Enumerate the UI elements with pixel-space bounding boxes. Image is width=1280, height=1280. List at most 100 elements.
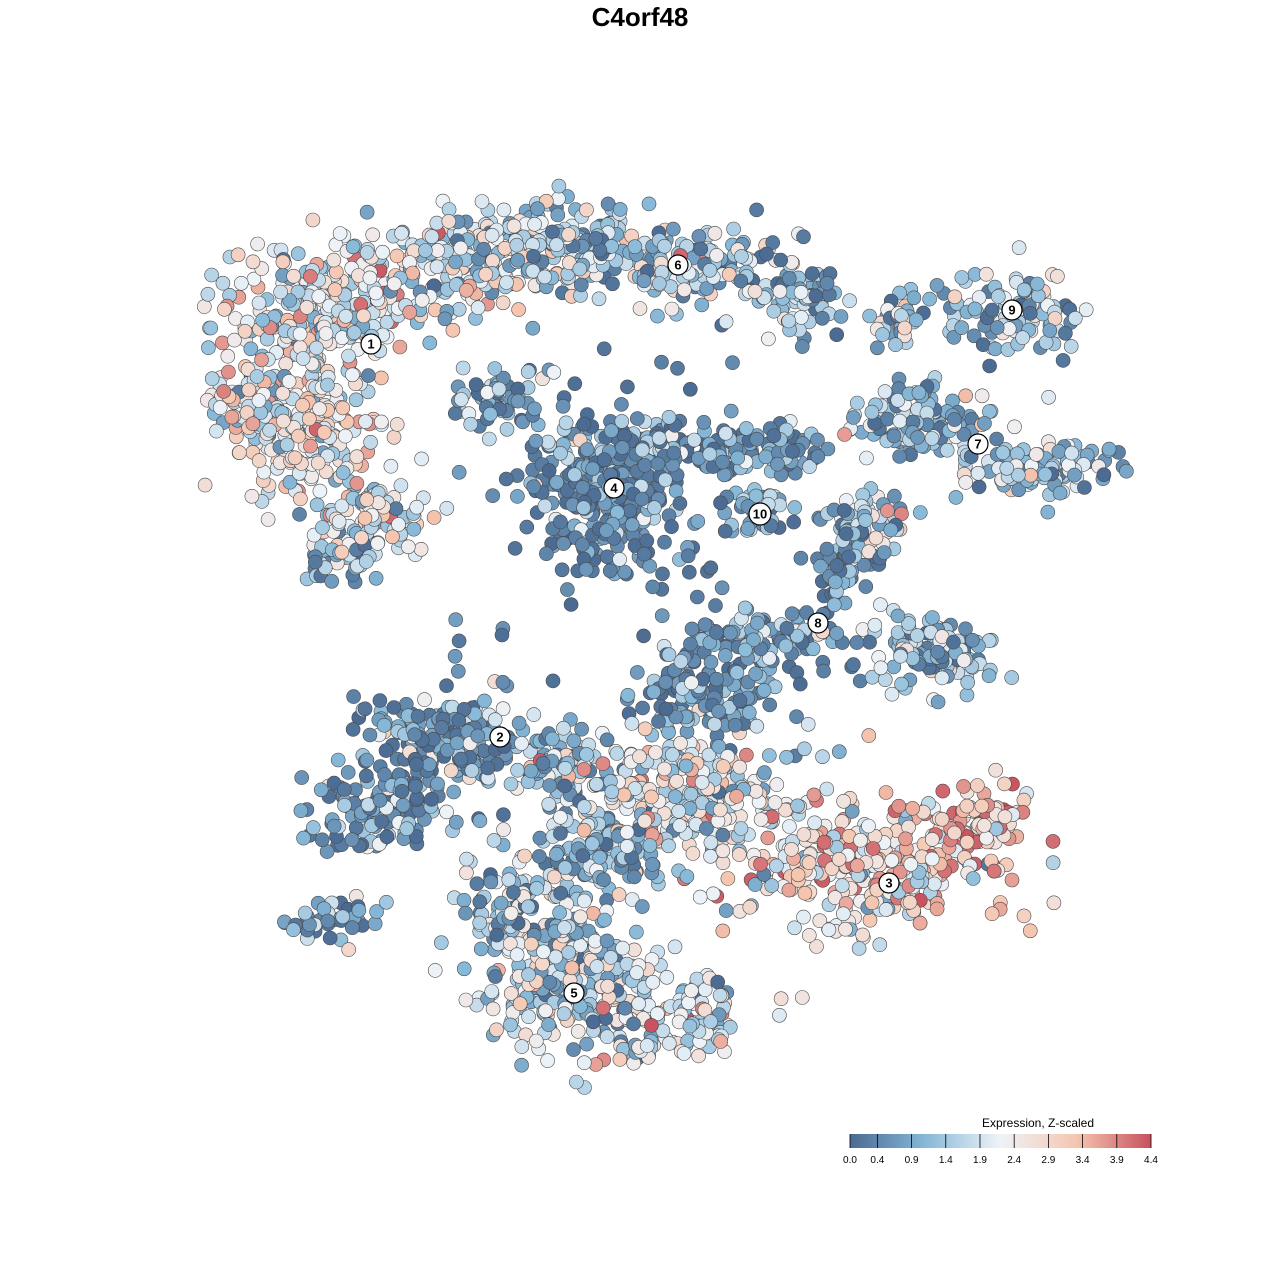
cell-point: [646, 684, 662, 700]
cell-point: [434, 720, 450, 735]
cell-point: [680, 548, 696, 564]
cell-point: [864, 895, 880, 911]
cell-point: [370, 536, 386, 551]
cell-point: [512, 996, 528, 1012]
cell-point: [311, 289, 327, 304]
cluster-label-5: 5: [563, 982, 585, 1004]
cell-point: [1101, 441, 1117, 457]
cell-point: [999, 460, 1015, 476]
cell-point: [849, 635, 865, 650]
cell-point: [779, 749, 794, 765]
cell-point: [684, 983, 699, 998]
cell-point: [841, 549, 857, 565]
cell-point: [567, 467, 582, 483]
cell-point: [417, 692, 432, 707]
cell-point: [303, 269, 318, 284]
cell-point: [486, 833, 502, 848]
cell-point: [287, 450, 303, 466]
cell-point: [276, 413, 291, 429]
cell-point: [349, 476, 365, 491]
cell-point: [362, 270, 378, 286]
cluster-label-4: 4: [603, 477, 625, 499]
cell-point: [834, 878, 850, 893]
cluster-label-3: 3: [878, 872, 900, 894]
cell-point: [960, 675, 976, 690]
cell-point: [204, 267, 219, 283]
cell-point: [711, 703, 726, 719]
cell-point: [858, 512, 873, 528]
cell-point: [351, 902, 367, 918]
cell-point: [1063, 339, 1079, 354]
cell-point: [612, 552, 627, 567]
cell-point: [561, 945, 576, 960]
cell-point: [924, 851, 940, 867]
cell-point: [829, 558, 845, 573]
cell-point: [1004, 872, 1020, 888]
cell-point: [437, 311, 453, 327]
cell-point: [478, 266, 494, 282]
cell-point: [484, 228, 500, 243]
cell-point: [1023, 306, 1038, 321]
cell-point: [521, 1009, 536, 1025]
cell-point: [959, 687, 975, 703]
cell-point: [880, 411, 895, 427]
cell-point: [1016, 908, 1032, 924]
cell-point: [599, 732, 615, 748]
cell-point: [453, 240, 469, 256]
cell-point: [930, 694, 946, 710]
cell-point: [326, 818, 342, 834]
cell-point: [748, 783, 764, 799]
cell-point: [341, 942, 357, 957]
cell-point: [535, 956, 550, 972]
cell-point: [797, 741, 812, 757]
cell-point: [510, 489, 525, 504]
cell-point: [748, 666, 763, 682]
cell-point: [575, 848, 591, 864]
cell-point: [912, 915, 928, 931]
cell-point: [987, 341, 1003, 357]
cell-point: [672, 496, 688, 511]
cell-point: [468, 377, 484, 392]
cell-point: [558, 415, 574, 431]
cell-point: [217, 301, 232, 317]
cell-point: [861, 728, 877, 743]
cell-point: [1045, 834, 1061, 849]
cell-point: [1050, 268, 1065, 284]
cluster-label-text: 3: [885, 876, 892, 891]
cell-point: [290, 246, 306, 261]
cell-point: [549, 237, 564, 252]
cell-point: [216, 384, 231, 399]
cell-point: [671, 803, 687, 819]
cell-point: [657, 761, 672, 777]
cell-point: [939, 442, 955, 458]
cell-point: [664, 519, 679, 535]
cell-point: [669, 773, 684, 789]
cell-point: [394, 783, 410, 799]
cell-point: [667, 939, 683, 955]
cell-point: [331, 514, 347, 529]
cell-point: [873, 597, 888, 613]
cell-point: [279, 437, 295, 453]
cell-point: [237, 323, 253, 339]
cell-point: [651, 276, 667, 291]
cell-point: [517, 848, 532, 864]
cell-point: [527, 401, 542, 417]
cell-point: [718, 425, 734, 441]
cell-point: [349, 449, 365, 465]
cell-point: [657, 472, 673, 488]
cell-point: [529, 881, 545, 896]
cell-point: [332, 226, 348, 241]
cell-point: [532, 830, 548, 846]
cell-point: [498, 471, 514, 487]
cell-point: [886, 428, 902, 444]
cell-point: [801, 928, 817, 943]
cell-point: [634, 442, 650, 458]
cell-point: [815, 749, 830, 765]
cell-point: [1046, 895, 1062, 911]
cell-point: [876, 545, 892, 560]
cell-point: [691, 1048, 706, 1064]
cell-point: [392, 339, 408, 355]
cell-point: [616, 787, 632, 803]
cell-point: [893, 648, 908, 664]
cell-point: [531, 849, 547, 864]
